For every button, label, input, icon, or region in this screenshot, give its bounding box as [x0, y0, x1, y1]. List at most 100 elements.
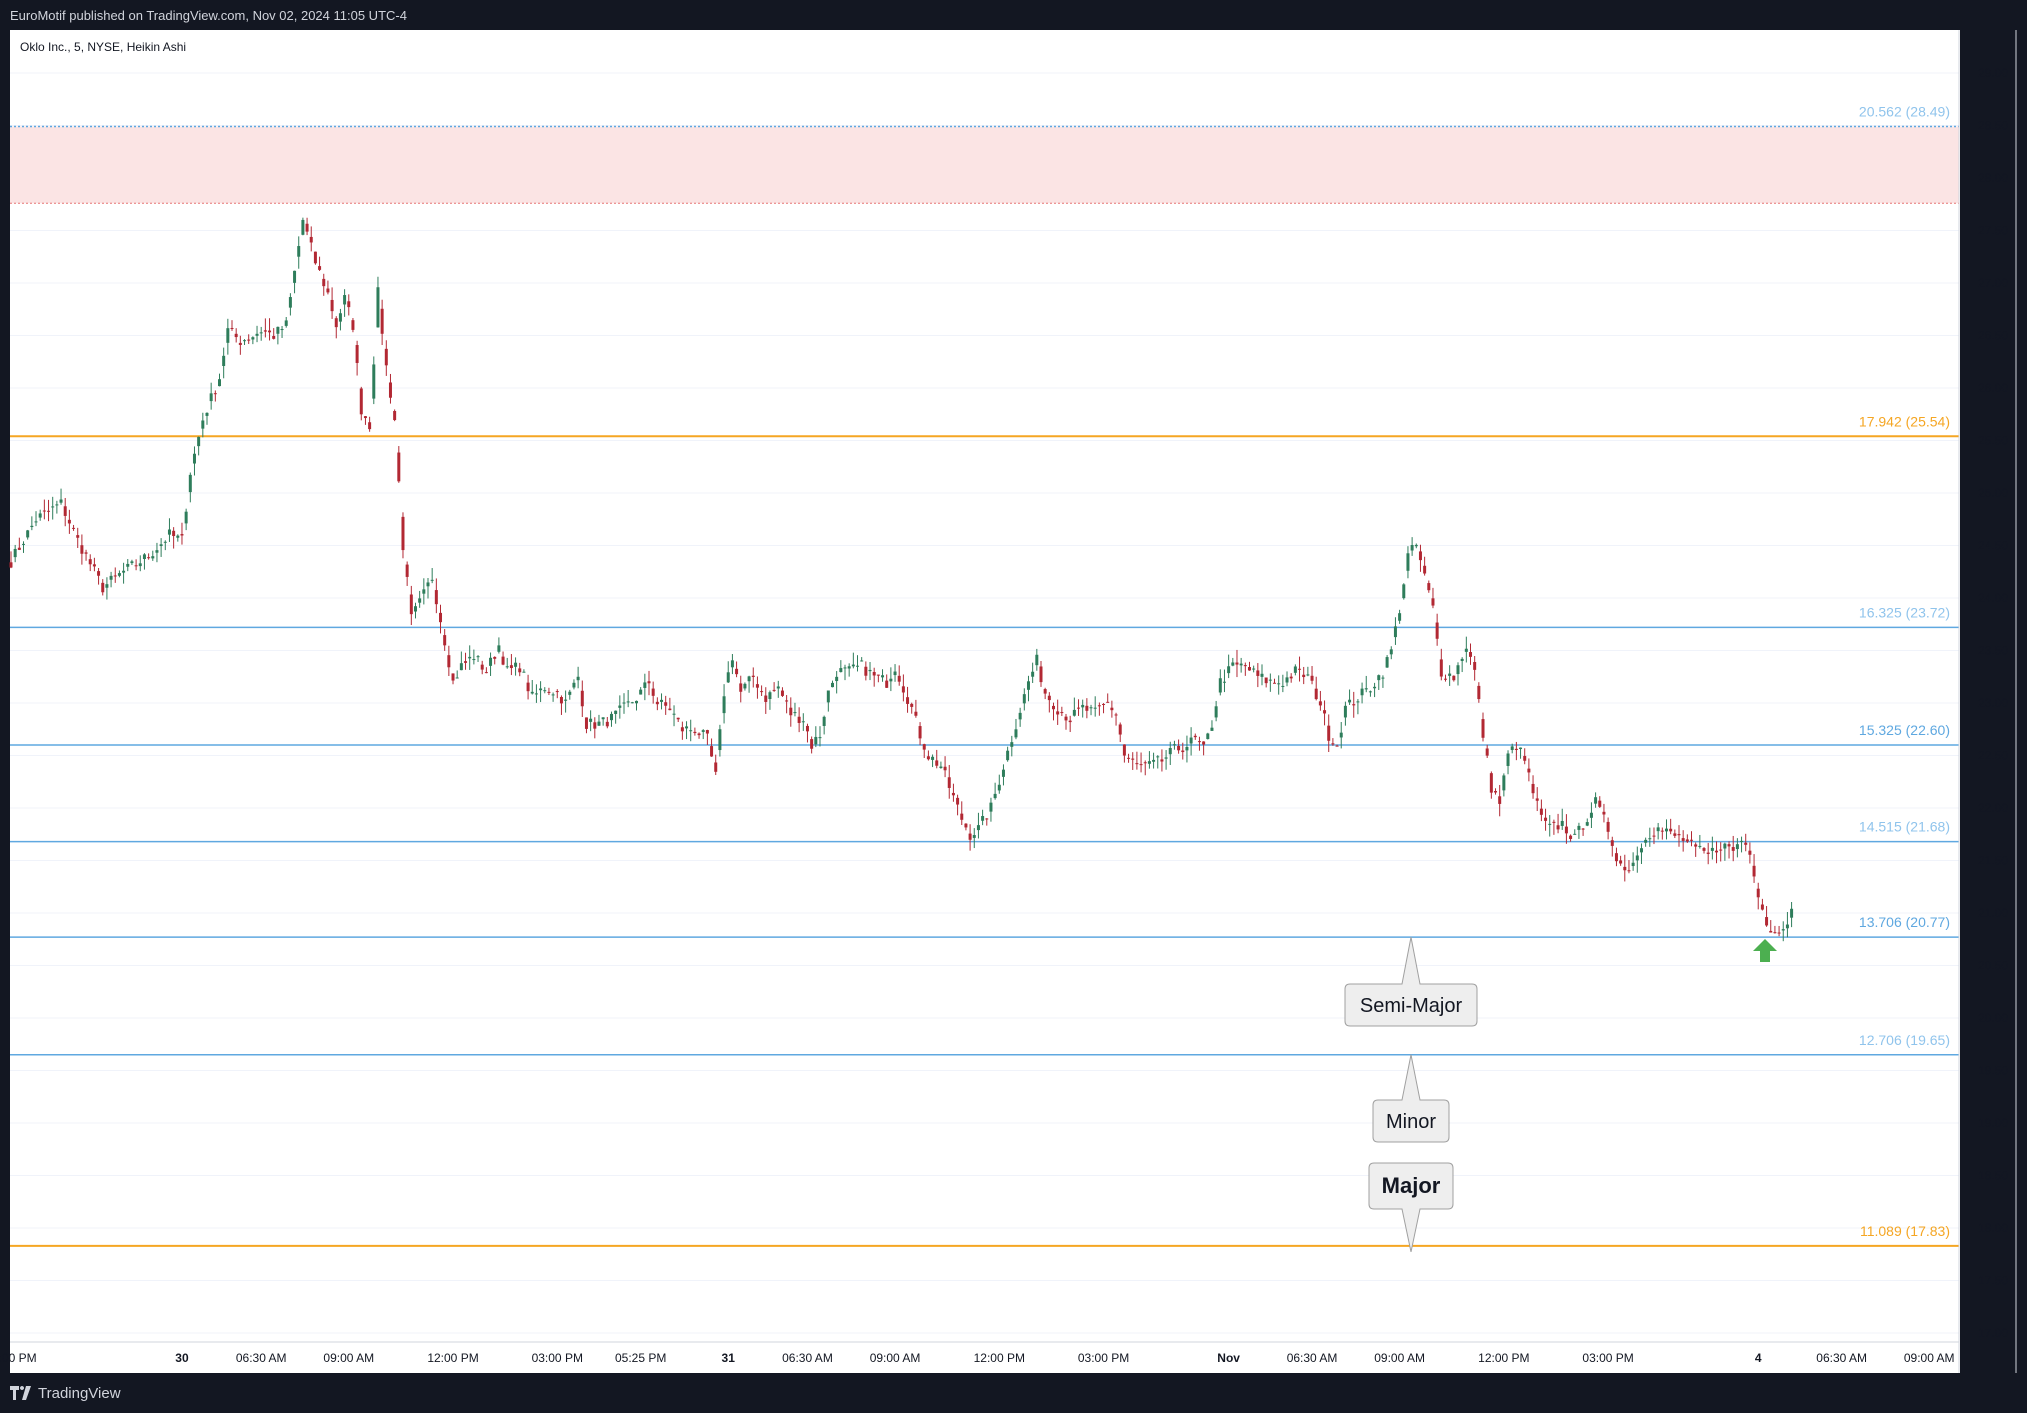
candle-body — [1222, 681, 1226, 683]
callout-text: Semi-Major — [1360, 995, 1463, 1017]
y-tick-label: 26.50 — [1978, 329, 2008, 343]
candle-body — [576, 676, 580, 681]
candle-body — [26, 530, 30, 538]
y-tick-label: 19.00 — [1978, 1116, 2008, 1130]
candle-body — [672, 713, 676, 715]
candle-body — [188, 474, 192, 493]
candle-body — [1773, 932, 1777, 934]
candle-body — [101, 582, 105, 593]
publisher-bar: EuroMotif published on TradingView.com, … — [0, 0, 2027, 30]
candle-body — [368, 422, 372, 430]
candle-body — [1760, 904, 1764, 910]
candle-body — [355, 345, 359, 363]
candle-body — [55, 504, 59, 506]
candle-body — [1402, 584, 1406, 599]
time-axis[interactable]: 03:00 PM 30 06:30 AM 09:00 AM 12:00 PM 03:00 … — [0, 1351, 1955, 1365]
candle-body — [409, 594, 413, 615]
candle-body — [1765, 917, 1769, 926]
price-axis[interactable]: 29.00 28.50 28.00 27.50 27.00 26.50 26.00 25.50… — [1978, 66, 2008, 1340]
candle-body — [555, 691, 559, 693]
candle-body — [1439, 659, 1443, 677]
x-tick-label: 4 — [1755, 1351, 1762, 1365]
candle-body — [192, 453, 196, 464]
y-tick-label: 27.50 — [1978, 224, 2008, 238]
candle-body — [639, 689, 643, 695]
candle-body — [1460, 658, 1464, 661]
candle-body — [63, 506, 67, 516]
candle-body — [647, 681, 651, 684]
candle-body — [793, 712, 797, 714]
y-tick-label: 17.50 — [1978, 1274, 2008, 1288]
candle-body — [51, 506, 55, 508]
candle-body — [564, 699, 568, 701]
candle-body — [142, 554, 146, 560]
candle-body — [163, 541, 167, 543]
candle-body — [522, 671, 526, 673]
candle-body — [1143, 762, 1147, 764]
y-tick-label: 25.00 — [1978, 486, 2008, 500]
candle-body — [30, 525, 34, 528]
candle-body — [801, 721, 805, 723]
candle-body — [1623, 866, 1627, 871]
candle-body — [1539, 808, 1543, 815]
candle-body — [1535, 798, 1539, 801]
candle-body — [547, 691, 551, 693]
candle-body — [313, 251, 317, 264]
candle-body — [1635, 855, 1639, 861]
candle-body — [218, 379, 221, 387]
candle-body — [422, 589, 426, 594]
candle-body — [1702, 848, 1706, 851]
candle-body — [1602, 811, 1606, 815]
candle-body — [1106, 701, 1110, 703]
candle-body — [626, 701, 630, 703]
y-tick-label: 19.50 — [1978, 1064, 2008, 1078]
candle-body — [372, 364, 376, 399]
candle-body — [1723, 843, 1727, 849]
y-tick-label: 22.50 — [1978, 749, 2008, 763]
candle-body — [1031, 671, 1035, 677]
candle-body — [397, 452, 401, 482]
candle-body — [443, 635, 447, 646]
candle-body — [526, 682, 530, 692]
candle-body — [764, 695, 768, 702]
candle-body — [1735, 844, 1739, 850]
candle-body — [1443, 678, 1447, 680]
candle-body — [1752, 865, 1756, 877]
x-tick-label: 06:30 AM — [1287, 1351, 1338, 1365]
candle-body — [1606, 821, 1610, 832]
candle-body — [1323, 710, 1327, 714]
y-tick-label: 24.00 — [1978, 591, 2008, 605]
candle-body — [705, 730, 709, 734]
candle-body — [1481, 719, 1485, 738]
candle-body — [1527, 768, 1531, 773]
candle-body — [751, 675, 755, 677]
candle-body — [76, 535, 80, 538]
level-label: 15.325 (22.60) — [1859, 722, 1950, 738]
candle-body — [1740, 840, 1744, 842]
candle-body — [1022, 694, 1026, 704]
candle-body — [805, 725, 809, 732]
candle-body — [205, 412, 209, 416]
candle-body — [1494, 791, 1498, 793]
level-label: 17.942 (25.54) — [1859, 413, 1950, 429]
candle-body — [293, 270, 297, 283]
candle-body — [1694, 844, 1698, 847]
candle-body — [1156, 756, 1160, 758]
tradingview-logo-icon — [10, 1386, 31, 1400]
candle-body — [685, 726, 689, 729]
candle-body — [1160, 759, 1164, 762]
candle-body — [388, 382, 392, 398]
candle-body — [1243, 665, 1247, 667]
candle-body — [1544, 817, 1548, 821]
candle-body — [1285, 677, 1289, 683]
candle-body — [1239, 663, 1243, 666]
publisher-text: EuroMotif published on TradingView.com, … — [10, 8, 407, 23]
candle-body — [1289, 676, 1293, 679]
candle-body — [1452, 675, 1456, 681]
candle-body — [1139, 764, 1143, 766]
x-tick-label: 03:00 PM — [0, 1351, 37, 1365]
y-tick-label: 28.50 — [1978, 119, 2008, 133]
y-tick-label: 21.00 — [1978, 906, 2008, 920]
candle-body — [338, 313, 342, 322]
